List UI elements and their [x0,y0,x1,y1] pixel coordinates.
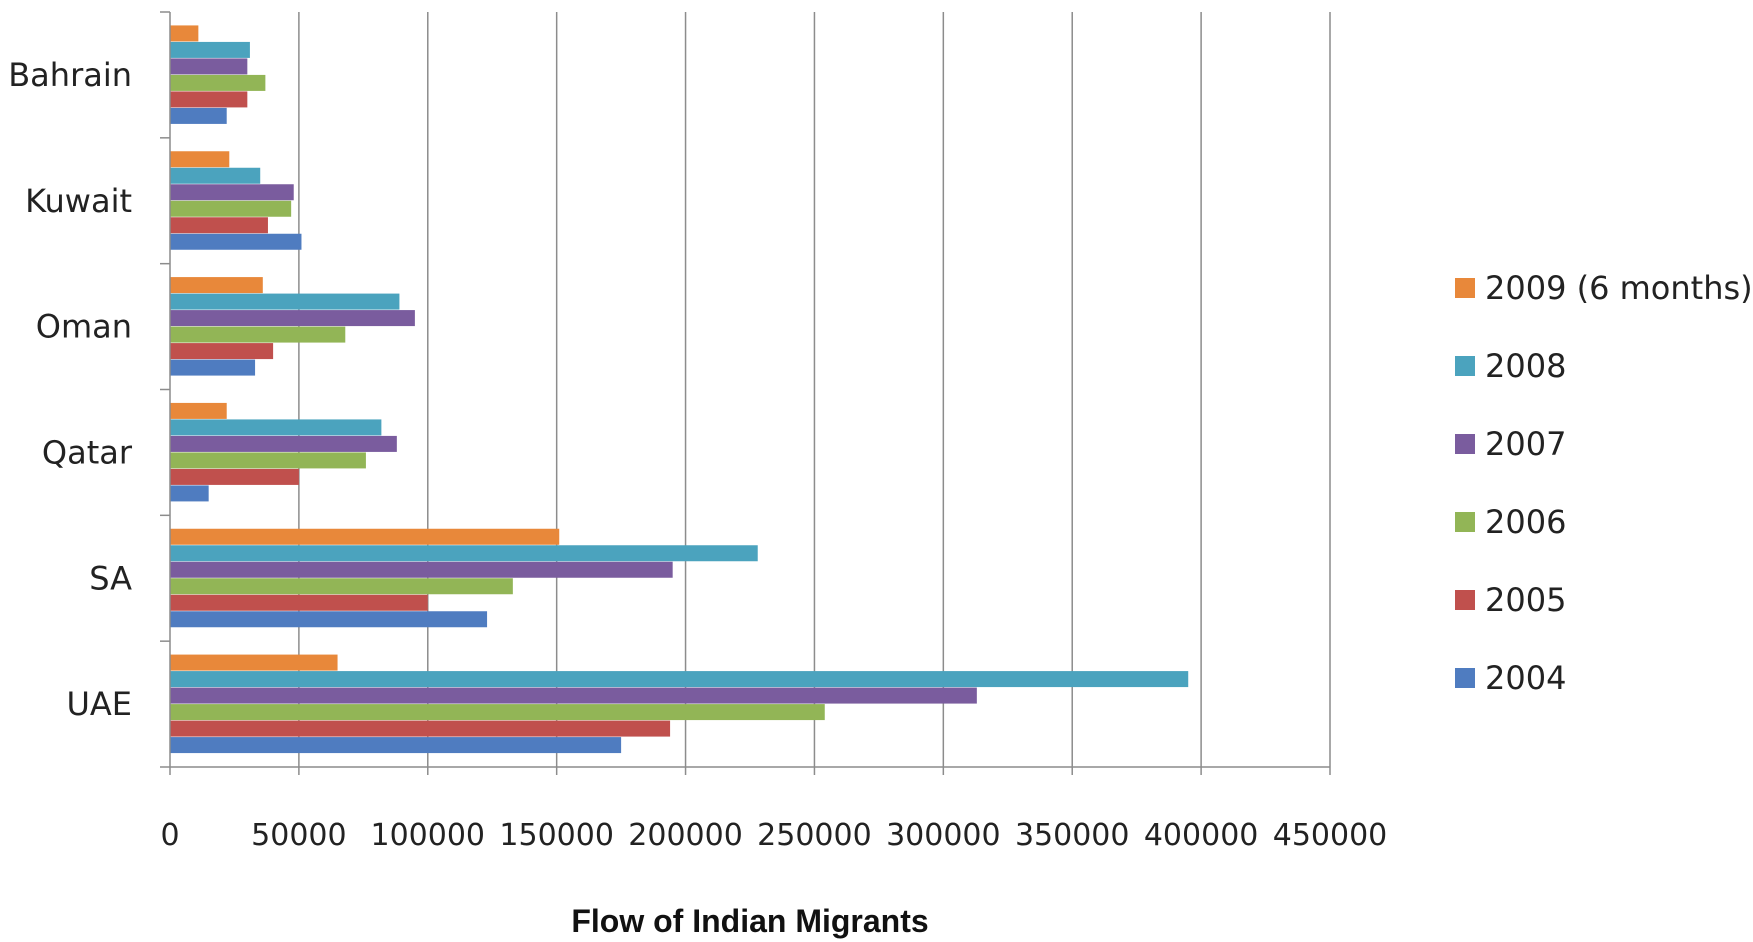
category-label: Bahrain [8,56,132,94]
bar [170,326,346,343]
bar [170,402,227,419]
bar [170,737,622,754]
x-tick-label: 0 [160,818,179,853]
bar [170,687,977,704]
legend-swatch [1455,590,1475,610]
category-labels: Bahrain Kuwait Oman Qatar SA UAE [8,56,133,723]
bar [170,233,302,250]
legend-item: 2008 [1455,347,1566,385]
legend-swatch [1455,512,1475,532]
bar [170,310,415,327]
legend-label: 2005 [1485,581,1566,619]
bar [170,671,1189,688]
x-tick-label: 300000 [886,818,1001,853]
legend-swatch [1455,434,1475,454]
bars [170,25,1189,754]
x-tick-label: 450000 [1273,818,1388,853]
legend-label: 2006 [1485,503,1566,541]
bar [170,167,261,184]
bar [170,293,400,310]
legend-item: 2006 [1455,503,1566,541]
x-tick-label: 200000 [628,818,743,853]
bar [170,545,758,562]
category-label: SA [89,559,132,597]
bar [170,184,294,201]
legend-label: 2008 [1485,347,1566,385]
x-tick-label: 350000 [1015,818,1130,853]
legend-item: 2005 [1455,581,1566,619]
bar [170,419,382,436]
bar [170,41,250,58]
bar [170,200,292,217]
legend-swatch [1455,356,1475,376]
x-tick-label: 100000 [371,818,486,853]
x-tick-label: 400000 [1144,818,1259,853]
category-label: UAE [66,685,132,723]
legend-item: 2009 (6 months) [1455,269,1753,307]
bar [170,277,263,294]
bar [170,578,513,595]
bar [170,704,825,721]
bar [170,58,248,75]
bar [170,654,338,671]
x-tick-labels: 0 50000 100000 150000 200000 250000 300000 3500… [160,818,1387,853]
legend-item: 2007 [1455,425,1566,463]
category-label: Qatar [42,433,133,471]
bar [170,468,299,485]
bar [170,107,227,124]
x-axis-title: Flow of Indian Migrants [571,903,928,939]
x-tick-label: 250000 [757,818,872,853]
axes [160,11,1331,775]
bar [170,217,268,234]
bar [170,359,256,376]
bar [170,91,248,108]
legend-label: 2004 [1485,659,1566,697]
gridlines [298,12,1331,767]
bar [170,343,274,360]
legend: 2009 (6 months) 2008 2007 2006 2005 2004 [1455,269,1753,697]
legend-label: 2007 [1485,425,1566,463]
category-label: Oman [36,308,132,346]
bar [170,485,209,502]
bar [170,435,397,452]
legend-swatch [1455,668,1475,688]
bar [170,561,673,578]
category-label: Kuwait [25,182,132,220]
x-tick-label: 50000 [251,818,346,853]
bar [170,74,266,91]
legend-swatch [1455,278,1475,298]
bar [170,452,366,469]
legend-label: 2009 (6 months) [1485,269,1753,307]
bar [170,25,199,42]
x-tick-label: 150000 [499,818,614,853]
bar [170,720,671,737]
legend-item: 2004 [1455,659,1566,697]
bar [170,151,230,168]
bar [170,611,488,628]
bar [170,594,428,611]
bar [170,528,560,545]
